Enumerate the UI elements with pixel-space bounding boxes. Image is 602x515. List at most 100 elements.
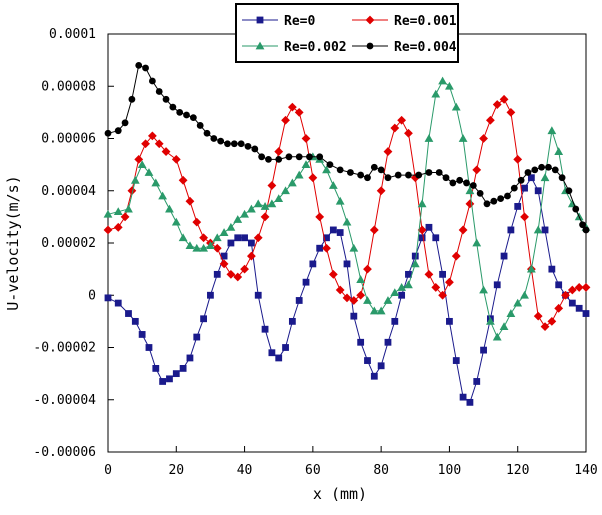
data-point-re-0 [548, 265, 556, 273]
data-point-re-0-001 [342, 293, 352, 303]
data-point-re-0-004 [203, 129, 211, 137]
data-point-re-0-002 [233, 215, 243, 223]
x-axis-ticks: 0 20 40 60 80 100 120 140 [104, 446, 598, 478]
data-point-re-0-002 [185, 241, 195, 250]
data-point-re-0-004 [169, 103, 177, 111]
data-point-re-0-001 [328, 269, 338, 279]
data-point-re-0 [145, 344, 153, 351]
x-tick-label: 140 [574, 463, 597, 478]
series-line-re-0-001 [107, 98, 586, 328]
y-axis-ticks: 0.0001 0.00008 0.00006 0.00004 0.00002 0 -0.00… [33, 27, 114, 460]
data-point-re-0-001 [574, 283, 584, 292]
x-tick-label: 20 [168, 463, 184, 478]
data-point-re-0-001 [274, 147, 284, 156]
data-point-re-0 [261, 325, 269, 333]
data-point-re-0-002 [328, 181, 338, 189]
data-point-re-0 [114, 299, 122, 307]
data-point-re-0-004 [155, 88, 163, 95]
data-point-re-0 [527, 174, 535, 182]
data-point-re-0-002 [526, 264, 536, 273]
data-point-re-0 [159, 378, 167, 385]
legend-label: Re=0.002 [284, 40, 347, 55]
data-point-re-0 [411, 252, 419, 260]
data-point-re-0-004 [463, 179, 470, 187]
data-point-re-0-004 [162, 95, 170, 103]
data-point-re-0-004 [104, 129, 112, 137]
data-point-re-0-004 [394, 171, 402, 179]
data-point-re-0 [282, 344, 289, 351]
data-point-re-0-001 [322, 243, 331, 253]
data-point-re-0-004 [217, 137, 225, 145]
data-point-re-0 [268, 349, 276, 357]
data-point-re-0 [446, 317, 453, 325]
y-tick-label: 0.00004 [41, 184, 96, 199]
data-point-re-0-001 [113, 222, 123, 232]
data-point-re-0-002 [390, 288, 400, 297]
data-point-re-0-002 [287, 178, 297, 187]
legend-item-re-0-004: Re=0.004 [352, 40, 457, 55]
data-point-re-0-001 [581, 283, 591, 292]
data-point-re-0 [302, 278, 310, 286]
data-point-re-0 [350, 312, 358, 320]
data-point-re-0-004 [551, 166, 559, 174]
data-point-re-0 [500, 252, 508, 260]
data-point-re-0 [200, 315, 207, 323]
data-point-re-0-004 [121, 119, 129, 127]
data-point-re-0-004 [265, 156, 272, 163]
data-point-re-0-002 [506, 309, 516, 317]
data-point-re-0-002 [431, 89, 441, 98]
data-point-re-0-002 [472, 238, 482, 247]
data-point-re-0-002 [342, 217, 352, 226]
data-point-re-0 [227, 239, 235, 247]
data-point-re-0 [398, 291, 406, 299]
data-point-re-0-004 [384, 174, 392, 182]
data-point-re-0-004 [224, 140, 231, 148]
data-point-re-0-001 [445, 277, 454, 287]
data-point-re-0-004 [504, 192, 511, 200]
x-tick-label: 100 [438, 463, 461, 478]
data-point-re-0-001 [178, 175, 188, 185]
data-point-re-0-001 [383, 147, 393, 156]
y-tick-label: 0.0001 [49, 27, 96, 42]
data-point-re-0-001 [226, 269, 236, 279]
data-point-re-0-004 [251, 145, 259, 153]
data-point-re-0 [104, 294, 112, 302]
data-point-re-0-002 [192, 243, 202, 252]
data-point-re-0 [459, 393, 467, 401]
data-point-re-0 [193, 333, 201, 341]
data-point-re-0-004 [306, 153, 313, 161]
data-point-re-0-001 [472, 165, 482, 175]
legend-marker-re-0 [256, 16, 264, 24]
series-line-re-0 [107, 176, 587, 404]
data-point-re-0 [541, 226, 549, 234]
data-point-re-0-004 [176, 108, 184, 116]
data-point-re-0-004 [357, 171, 365, 179]
data-point-re-0-002 [547, 126, 557, 135]
data-point-re-0-001 [363, 264, 372, 274]
legend-item-re-0-001: Re=0.001 [352, 14, 457, 29]
x-tick-label: 0 [104, 463, 112, 478]
data-point-re-0 [288, 317, 296, 325]
data-point-re-0-002 [267, 199, 277, 208]
data-point-re-0-004 [538, 163, 546, 171]
data-point-re-0-001 [308, 173, 318, 183]
data-point-re-0-001 [134, 155, 144, 164]
data-point-re-0-001 [127, 186, 137, 196]
data-point-re-0-004 [336, 166, 344, 174]
data-point-re-0-001 [154, 139, 164, 149]
data-point-re-0-001 [315, 212, 325, 222]
data-point-re-0 [241, 234, 248, 242]
data-point-re-0-002 [158, 191, 168, 200]
series-re-0-001 [103, 94, 591, 331]
data-point-re-0-001 [120, 212, 130, 222]
data-point-re-0-004 [558, 174, 566, 182]
data-point-re-0-002 [253, 199, 263, 208]
data-point-re-0 [309, 260, 317, 268]
data-point-re-0 [131, 317, 139, 325]
data-point-re-0-004 [582, 226, 590, 234]
data-point-re-0 [138, 331, 146, 338]
data-point-re-0 [521, 184, 528, 192]
data-point-re-0-001 [561, 290, 570, 300]
data-point-re-0-004 [415, 171, 423, 179]
